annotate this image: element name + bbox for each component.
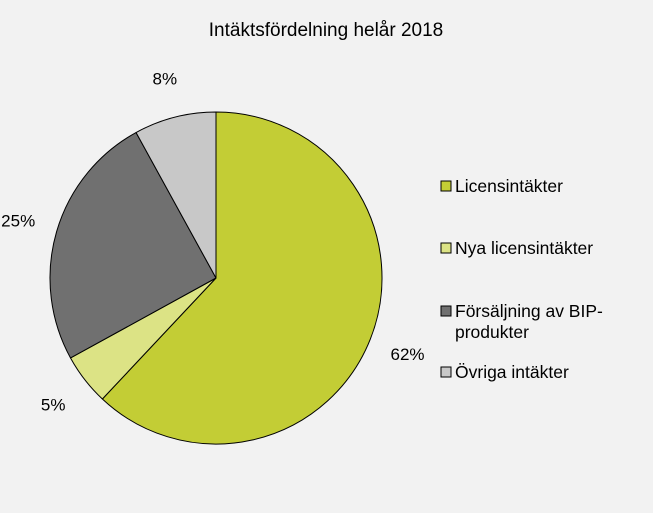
pie-labels: 62% 5% 25% 8%	[1, 70, 424, 415]
chart-legend: Licensintäkter Nya licensintäkter Försäljn…	[440, 176, 603, 382]
pie-slice-4	[135, 111, 217, 279]
chart-title: Intäktsfördelning helår 2018	[209, 20, 444, 41]
slice-label-4: 8%	[153, 70, 178, 89]
pie-slice-1	[101, 111, 383, 445]
legend-swatch-3	[440, 305, 452, 317]
pie-slice-3	[49, 132, 217, 359]
pie-slices	[49, 111, 383, 445]
legend-swatch-2	[440, 242, 452, 254]
slice-label-1: 62%	[390, 345, 424, 364]
legend-label-3-line-2: produkter	[455, 322, 529, 342]
legend-label-3: Försäljning av BIP-	[455, 301, 603, 321]
legend-swatch-1	[440, 180, 452, 192]
legend-label-1: Licensintäkter	[455, 176, 563, 196]
slice-label-2: 5%	[41, 395, 66, 414]
slice-label-3: 25%	[1, 212, 35, 231]
legend-swatch-4	[440, 366, 452, 378]
legend-label-2: Nya licensintäkter	[455, 238, 593, 258]
legend-label-4: Övriga intäkter	[455, 362, 569, 382]
